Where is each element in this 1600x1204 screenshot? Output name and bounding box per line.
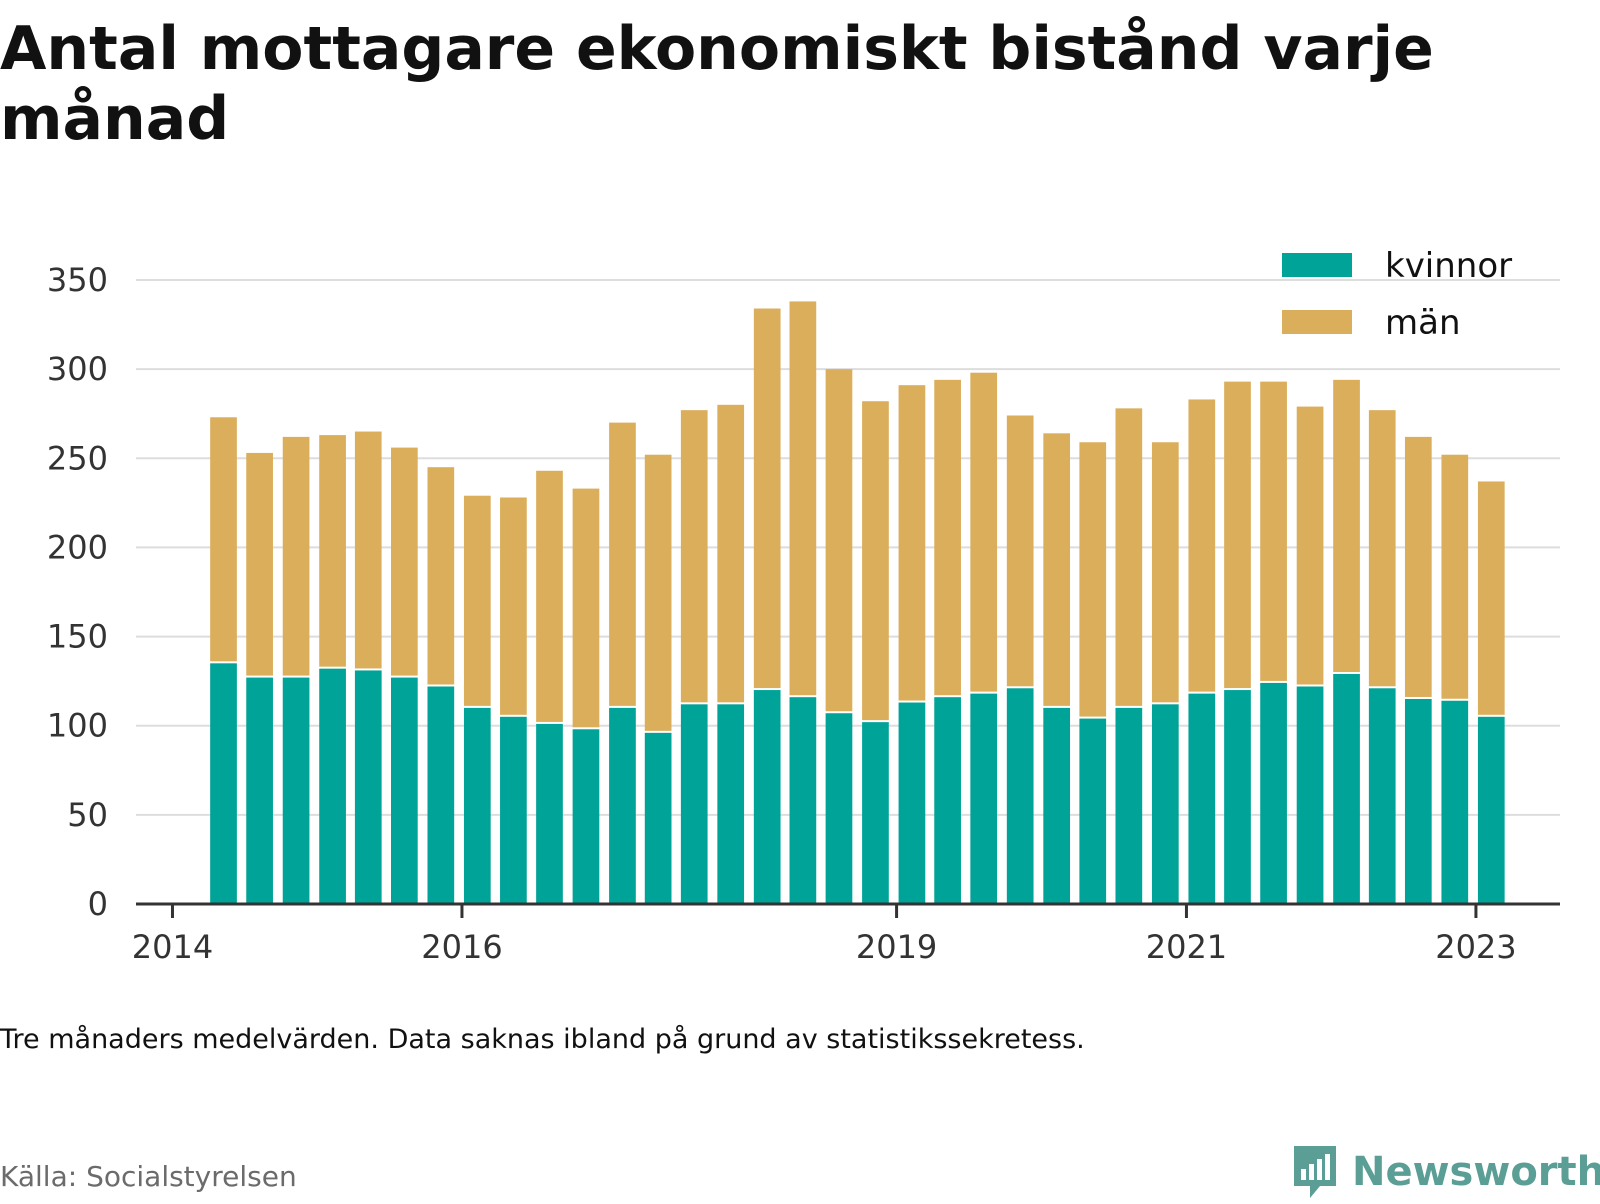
bar-kvinnor-2022-10 xyxy=(1441,700,1469,904)
y-tick-label-300: 300 xyxy=(47,350,108,388)
bar-man-2022-04 xyxy=(1368,410,1396,687)
brand-name: Newsworthy xyxy=(1352,1149,1600,1195)
newsworthy-icon xyxy=(1294,1146,1336,1198)
bar-man-2015-04 xyxy=(354,431,382,669)
bar-kvinnor-2016-01 xyxy=(463,707,491,904)
legend-swatch-0 xyxy=(1282,253,1352,277)
y-tick-label-250: 250 xyxy=(47,439,108,477)
bar-kvinnor-2019-07 xyxy=(970,693,998,904)
bar-kvinnor-2020-07 xyxy=(1115,707,1143,904)
bar-man-2020-07 xyxy=(1115,408,1143,706)
bar-kvinnor-2017-01 xyxy=(609,707,636,904)
bar-man-2022-01 xyxy=(1333,379,1360,673)
bar-man-2021-04 xyxy=(1224,381,1251,689)
bar-man-2019-04 xyxy=(934,379,961,696)
bar-kvinnor-2020-04 xyxy=(1079,718,1107,904)
bar-man-2020-04 xyxy=(1079,442,1107,717)
brand-logo: Newsworthy xyxy=(1290,1140,1600,1204)
bar-kvinnor-2017-10 xyxy=(717,704,745,904)
bar-man-2016-07 xyxy=(536,470,563,722)
bar-man-2017-04 xyxy=(644,454,672,731)
bar-kvinnor-2018-07 xyxy=(825,713,853,904)
bar-man-2020-10 xyxy=(1151,442,1179,703)
bar-man-2021-01 xyxy=(1188,399,1216,692)
bar-man-2018-07 xyxy=(825,369,853,712)
bar-kvinnor-2021-01 xyxy=(1188,693,1216,904)
bar-kvinnor-2016-10 xyxy=(572,729,600,904)
bar-man-2023-01 xyxy=(1477,481,1505,715)
bar-kvinnor-2022-04 xyxy=(1368,688,1396,904)
bar-kvinnor-2017-04 xyxy=(644,732,672,904)
bar-kvinnor-2015-07 xyxy=(390,677,418,904)
bar-kvinnor-2019-04 xyxy=(934,697,961,904)
bar-man-2017-10 xyxy=(717,404,745,703)
bar-man-2018-01 xyxy=(753,308,781,689)
legend: kvinnor män xyxy=(1282,246,1512,343)
bar-kvinnor-2021-07 xyxy=(1260,682,1287,904)
axes: 0 50 100 150 200 250 300 350 2014 2016 2019 2021 202… xyxy=(47,261,1560,966)
bar-man-2017-07 xyxy=(680,410,708,703)
bar-man-2016-10 xyxy=(572,488,600,728)
bar-chart: 0 50 100 150 200 250 300 350 2014 2016 2019 2021 202… xyxy=(47,246,1560,966)
legend-label-0: kvinnor xyxy=(1385,246,1512,286)
y-tick-label-150: 150 xyxy=(47,618,108,656)
y-tick-label-0: 0 xyxy=(88,885,108,923)
bar-kvinnor-2018-01 xyxy=(753,690,781,904)
bar-man-2016-04 xyxy=(500,497,527,715)
bar-man-2021-10 xyxy=(1296,406,1324,685)
x-tick-label-2019: 2019 xyxy=(856,928,937,966)
bar-kvinnor-2020-10 xyxy=(1151,704,1179,904)
bar-kvinnor-2021-10 xyxy=(1296,686,1324,904)
y-tick-label-100: 100 xyxy=(47,707,108,745)
x-tick-label-2014: 2014 xyxy=(132,928,213,966)
bar-man-2018-04 xyxy=(789,301,817,696)
bar-kvinnor-2016-07 xyxy=(536,723,563,904)
bar-man-2015-07 xyxy=(390,447,418,676)
y-tick-label-50: 50 xyxy=(67,796,108,834)
bar-kvinnor-2015-04 xyxy=(354,670,382,904)
bars xyxy=(210,301,1505,904)
bar-kvinnor-2023-01 xyxy=(1477,716,1505,904)
bar-kvinnor-2021-04 xyxy=(1224,690,1251,904)
bar-man-2019-10 xyxy=(1006,415,1034,687)
source-text: Källa: Socialstyrelsen xyxy=(0,1160,297,1193)
bar-man-2015-01 xyxy=(319,435,346,667)
bar-kvinnor-2015-01 xyxy=(319,668,346,904)
bar-kvinnor-2020-01 xyxy=(1043,707,1071,904)
x-tick-label-2023: 2023 xyxy=(1435,928,1516,966)
bar-man-2022-07 xyxy=(1404,436,1432,697)
bar-man-2016-01 xyxy=(463,495,491,706)
bar-man-2022-10 xyxy=(1441,454,1469,699)
y-tick-label-350: 350 xyxy=(47,261,108,299)
bar-man-2014-04 xyxy=(210,417,237,662)
bar-kvinnor-2018-04 xyxy=(789,697,817,904)
chart-note: Tre månaders medelvärden. Data saknas ib… xyxy=(0,1024,1085,1055)
y-tick-label-200: 200 xyxy=(47,528,108,566)
bar-man-2014-07 xyxy=(246,452,273,676)
bar-man-2019-01 xyxy=(898,385,926,701)
bar-man-2015-10 xyxy=(427,467,455,685)
legend-label-1: män xyxy=(1385,303,1461,343)
x-tick-label-2021: 2021 xyxy=(1146,928,1227,966)
bar-man-2014-10 xyxy=(282,436,310,676)
bar-kvinnor-2018-10 xyxy=(862,722,889,904)
bar-kvinnor-2016-04 xyxy=(500,716,527,904)
chart-title: Antal mottagare ekonomiskt bistånd varje… xyxy=(0,14,1434,154)
bar-kvinnor-2022-07 xyxy=(1404,698,1432,904)
x-tick-label-2016: 2016 xyxy=(421,928,502,966)
bar-kvinnor-2019-10 xyxy=(1006,688,1034,904)
bar-man-2017-01 xyxy=(609,422,636,706)
bar-kvinnor-2014-04 xyxy=(210,663,237,904)
bar-kvinnor-2019-01 xyxy=(898,702,926,904)
legend-swatch-1 xyxy=(1282,310,1352,334)
bar-kvinnor-2015-10 xyxy=(427,686,455,904)
bar-man-2020-01 xyxy=(1043,433,1071,706)
bar-man-2019-07 xyxy=(970,372,998,692)
bar-man-2021-07 xyxy=(1260,381,1287,681)
bar-kvinnor-2022-01 xyxy=(1333,674,1360,904)
bar-man-2018-10 xyxy=(862,401,889,721)
bar-kvinnor-2014-10 xyxy=(282,677,310,904)
bar-kvinnor-2014-07 xyxy=(246,677,273,904)
bar-kvinnor-2017-07 xyxy=(680,704,708,904)
